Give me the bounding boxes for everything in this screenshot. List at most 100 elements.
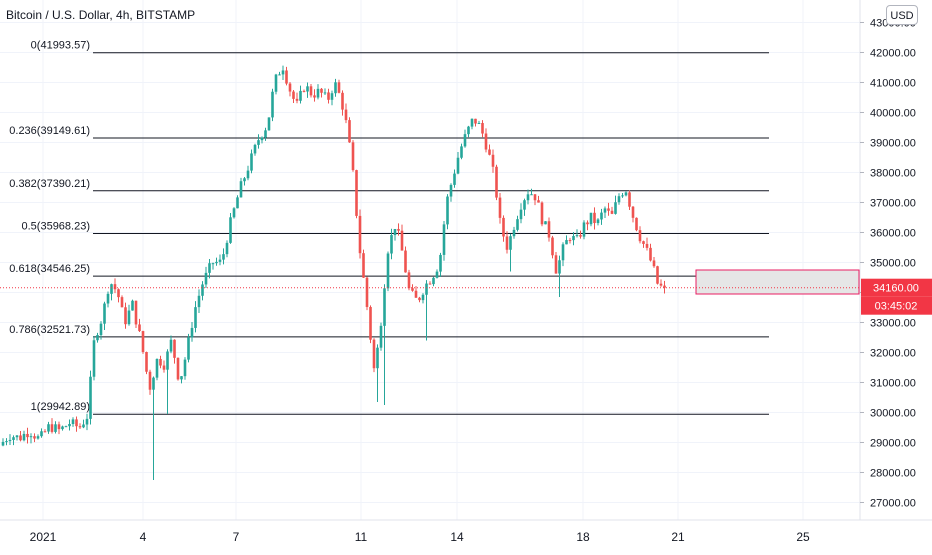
candle-body xyxy=(211,263,215,265)
candle-body xyxy=(306,86,309,92)
candle-body xyxy=(579,235,582,237)
candle-body xyxy=(628,192,631,207)
candle-body xyxy=(593,212,596,224)
candle-body xyxy=(110,284,113,294)
y-tick-label: 29000.00 xyxy=(870,438,916,450)
candle-body xyxy=(589,212,593,225)
candle-body xyxy=(428,283,432,285)
candle-body xyxy=(225,242,229,255)
candle-body xyxy=(572,235,575,241)
candle-body xyxy=(274,74,278,92)
candle-body xyxy=(15,435,19,438)
candle-body xyxy=(337,82,341,93)
candle-body xyxy=(229,217,232,243)
candle-body xyxy=(103,303,106,324)
candle-body xyxy=(176,357,180,380)
candle-body xyxy=(40,431,43,437)
candle-body xyxy=(113,284,117,290)
candle-body xyxy=(610,210,614,214)
candle-body xyxy=(502,217,505,237)
candle-body xyxy=(173,339,176,358)
price-zone-rect xyxy=(695,269,860,295)
candle-body xyxy=(197,295,201,308)
candle-body xyxy=(288,83,292,92)
candle-body xyxy=(344,109,348,121)
candle-body xyxy=(246,170,250,179)
candle-body xyxy=(568,240,572,242)
candle-body xyxy=(190,327,194,338)
candle-body xyxy=(488,149,491,155)
candle-body xyxy=(127,310,131,325)
candle-body xyxy=(278,74,281,76)
candle-body xyxy=(47,424,50,432)
candle-body xyxy=(512,229,516,237)
candle-body xyxy=(57,424,61,430)
candle-body xyxy=(250,153,253,171)
x-tick-label: 7 xyxy=(233,530,240,544)
candle-body xyxy=(323,92,327,94)
candle-body xyxy=(106,293,110,304)
candle-body xyxy=(82,424,85,428)
candle-body xyxy=(547,221,551,238)
candle-body xyxy=(264,130,267,138)
candle-body xyxy=(533,194,537,201)
candle-body xyxy=(26,433,29,438)
y-tick-label: 36000.00 xyxy=(870,228,916,240)
candle-body xyxy=(5,441,8,443)
candle-body xyxy=(180,376,183,380)
candle-body xyxy=(22,433,26,441)
y-tick-label: 38000.00 xyxy=(870,168,916,180)
candle-body xyxy=(43,431,47,433)
y-tick-label: 42000.00 xyxy=(870,48,916,60)
candle-body xyxy=(257,140,260,145)
candle-body xyxy=(400,230,404,251)
candle-body xyxy=(138,324,141,332)
price-zone[interactable] xyxy=(695,269,860,295)
price-tag-value: 34160.00 xyxy=(873,283,919,295)
candle-body xyxy=(544,221,547,225)
candle-body xyxy=(446,196,449,225)
candle-body xyxy=(652,260,656,267)
candle-body xyxy=(201,284,204,296)
candle-body xyxy=(309,86,313,96)
candle-body xyxy=(484,133,488,150)
candle-body xyxy=(495,166,498,198)
candle-body xyxy=(509,236,512,250)
candle-body xyxy=(61,426,64,430)
candle-body xyxy=(187,337,190,360)
candle-body xyxy=(376,347,379,369)
candle-body xyxy=(351,142,355,171)
candle-body xyxy=(467,126,470,135)
candle-body xyxy=(540,202,544,225)
candle-body xyxy=(586,222,589,225)
candle-body xyxy=(523,200,526,210)
y-tick-label: 37000.00 xyxy=(870,198,916,210)
candle-body xyxy=(407,272,411,289)
candle-body xyxy=(159,358,162,366)
y-tick-label: 28000.00 xyxy=(870,468,916,480)
candle-body xyxy=(645,243,649,248)
candle-body xyxy=(124,307,127,325)
candle-body xyxy=(148,371,152,390)
candle-body xyxy=(285,70,288,84)
candle-body xyxy=(362,253,365,278)
candle-body xyxy=(530,194,533,196)
candle-body xyxy=(558,260,561,274)
candle-body xyxy=(463,134,467,147)
countdown-value: 03:45:02 xyxy=(875,301,918,313)
candle-body xyxy=(435,271,439,278)
candle-body xyxy=(474,118,477,124)
candle-body xyxy=(68,424,71,427)
fib-label: 0(41993.57) xyxy=(31,40,90,52)
candles xyxy=(1,65,666,480)
candle-body xyxy=(134,300,138,325)
candle-body xyxy=(505,236,509,250)
candle-body xyxy=(169,339,173,352)
candle-body xyxy=(208,263,211,273)
currency-button[interactable]: USD xyxy=(886,5,918,25)
candle-body xyxy=(358,215,362,254)
grid-lines xyxy=(0,0,860,520)
candle-body xyxy=(425,283,428,295)
